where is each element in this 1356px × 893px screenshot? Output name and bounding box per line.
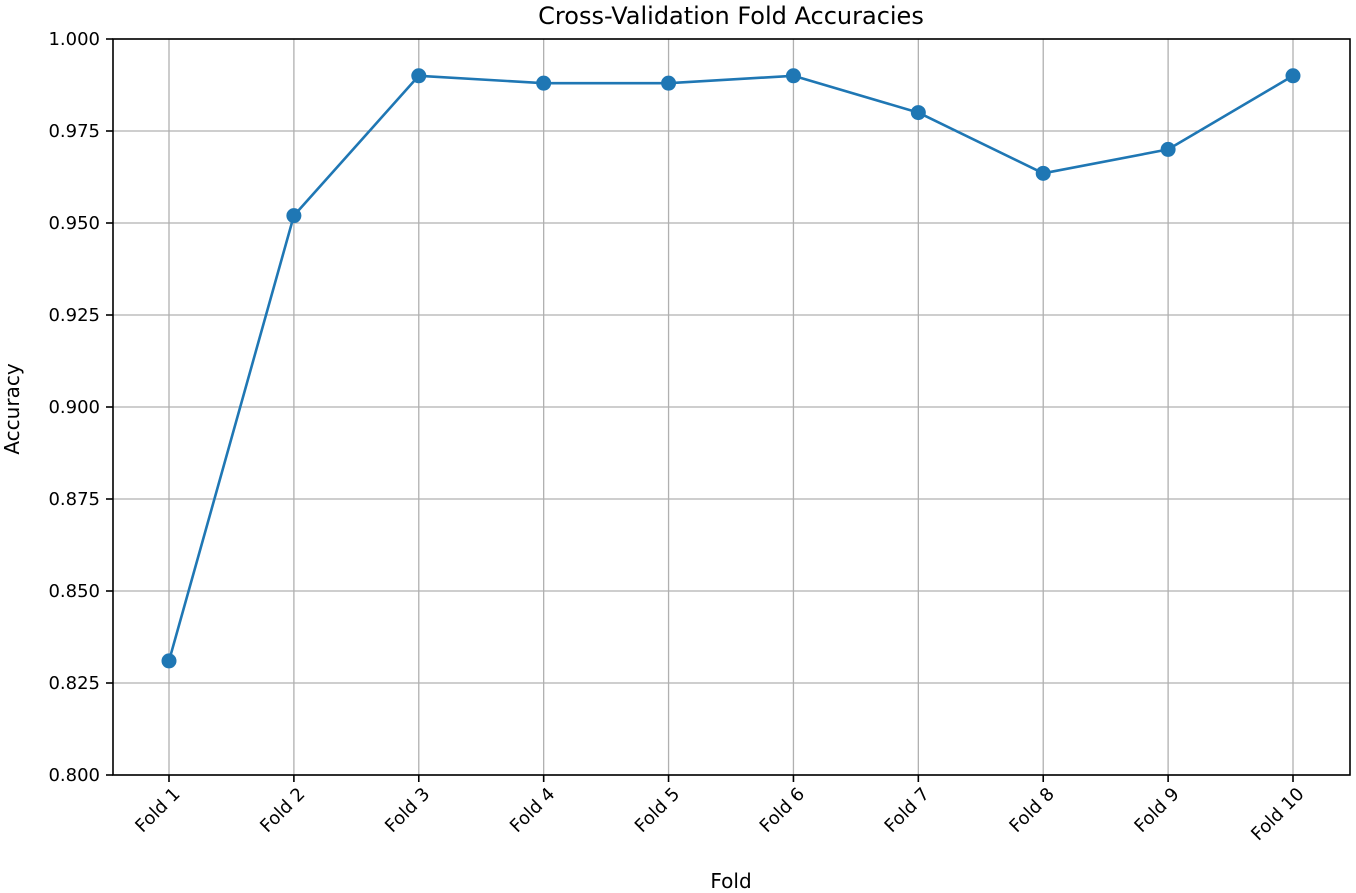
data-point-marker [1160,141,1176,157]
data-point-marker [661,75,677,91]
y-tick-label: 0.950 [48,213,100,234]
data-point-marker [1285,68,1301,84]
y-tick-label: 0.800 [48,765,100,786]
x-tick-label: Fold 1 [131,784,184,837]
data-point-marker [411,68,427,84]
tick-layer: Fold 1 Fold 2 Fold 3 Fold 4 Fold 5 Fold 6 Fold… [48,29,1308,845]
data-point-marker [1035,165,1051,181]
x-tick-label: Fold 4 [506,784,559,837]
x-tick-label: Fold 6 [756,784,809,837]
x-tick-label: Fold 10 [1247,784,1308,845]
x-tick-label: Fold 7 [881,784,934,837]
x-tick-label: Fold 3 [381,784,434,837]
data-point-marker [286,208,302,224]
y-tick-label: 1.000 [48,29,100,50]
x-tick-label: Fold 2 [256,784,309,837]
data-point-marker [536,75,552,91]
series-line-layer [167,74,1294,662]
y-tick-label: 0.875 [48,489,100,510]
x-axis-label: Fold [710,869,751,893]
x-tick-label: Fold 8 [1005,784,1058,837]
y-tick-label: 0.975 [48,121,100,142]
y-tick-label: 0.825 [48,673,100,694]
y-axis-label: Accuracy [0,363,24,454]
x-tick-label: Fold 9 [1130,784,1183,837]
series-line [167,74,1294,662]
y-tick-label: 0.900 [48,397,100,418]
series-marker-layer [161,68,1301,669]
x-tick-label: Fold 5 [631,784,684,837]
y-tick-label: 0.925 [48,305,100,326]
chart-title: Cross-Validation Fold Accuracies [538,2,924,30]
data-point-marker [785,68,801,84]
data-point-marker [910,105,926,121]
y-tick-label: 0.850 [48,581,100,602]
data-point-marker [161,653,177,669]
